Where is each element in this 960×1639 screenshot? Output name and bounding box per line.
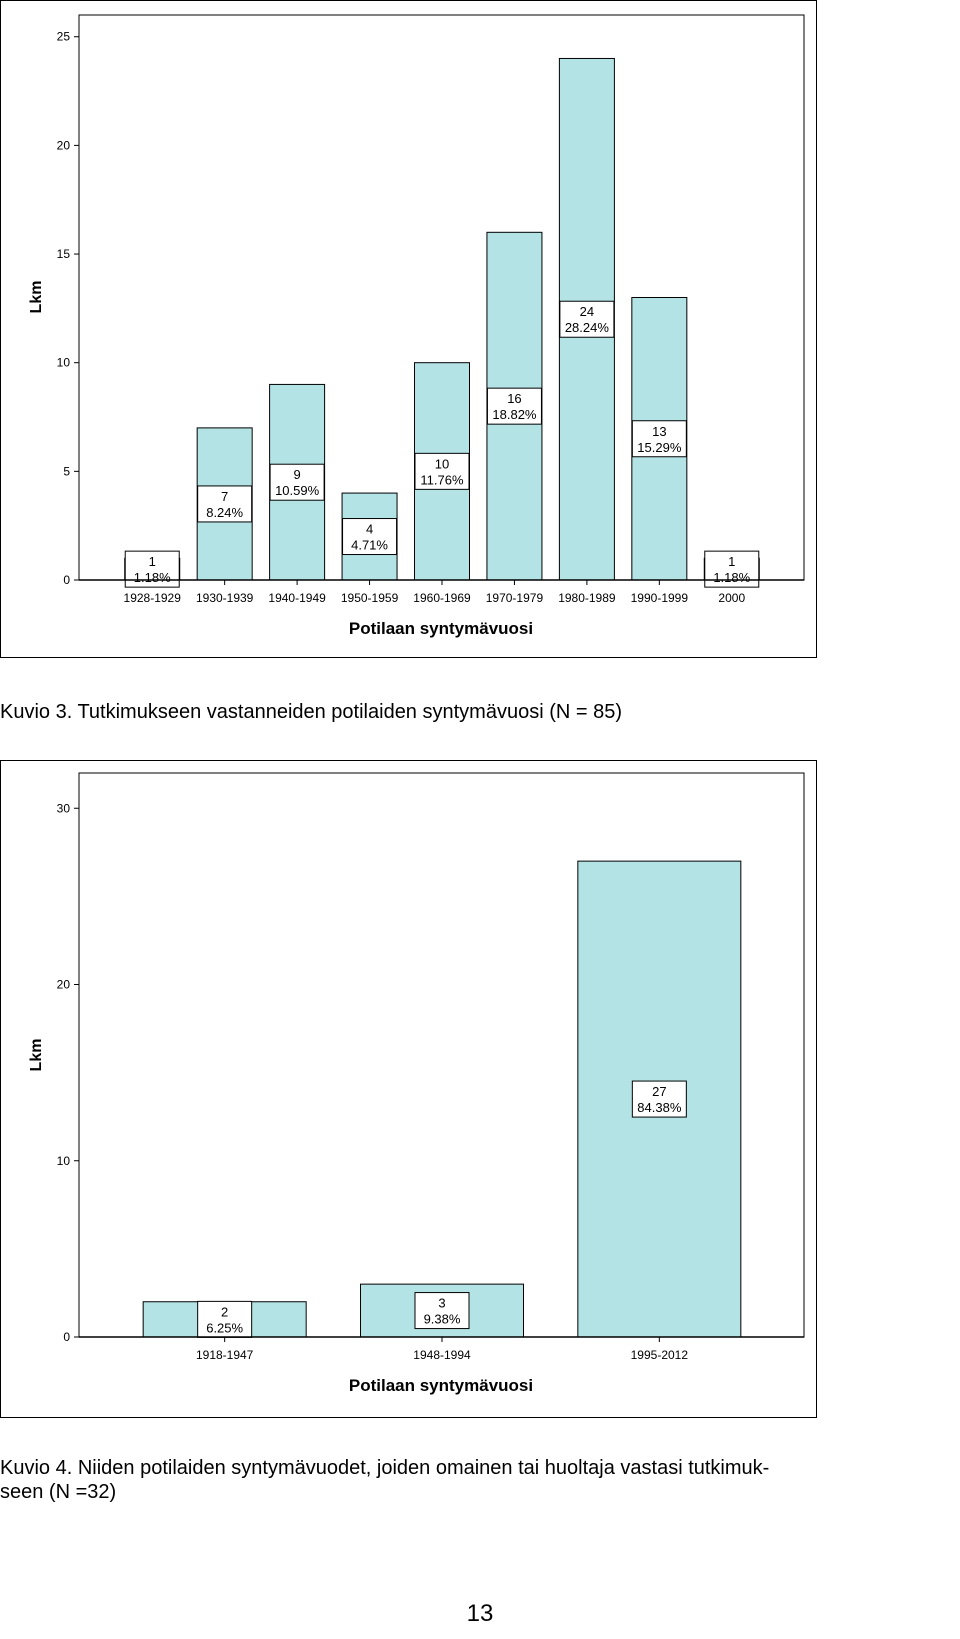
y-tick-label: 0	[63, 573, 70, 587]
data-label-percent: 18.82%	[492, 407, 537, 422]
data-label-box	[197, 485, 253, 523]
x-tick-label: 2000	[718, 591, 745, 605]
y-tick-label: 0	[63, 1330, 70, 1344]
figure-4-caption-line-1: Kuvio 4. Niiden potilaiden syntymävuodet…	[0, 1457, 770, 1479]
data-label-percent: 11.76%	[420, 472, 464, 487]
data-label-count: 4	[366, 522, 373, 537]
y-axis-label: Lkm	[28, 1039, 45, 1072]
data-label-percent: 28.24%	[565, 320, 610, 335]
data-label-percent: 4.71%	[351, 538, 388, 553]
data-label-count: 27	[652, 1084, 666, 1099]
data-label-percent: 1.18%	[713, 570, 750, 585]
y-tick-label: 20	[57, 978, 71, 992]
data-label-count: 10	[435, 456, 449, 471]
data-label-box	[414, 452, 470, 490]
x-tick-label: 1970-1979	[486, 591, 544, 605]
y-tick-label: 5	[63, 464, 70, 478]
x-tick-label: 1928-1929	[124, 591, 182, 605]
data-label-box	[414, 1292, 470, 1330]
x-tick-label: 1950-1959	[341, 591, 399, 605]
data-label-box	[197, 1300, 253, 1338]
data-label-percent: 1.18%	[134, 570, 171, 585]
chart-frame-figure-3: Lkm Potilaan syntymävuosi 0 5 10 15 20 25 1928…	[0, 0, 817, 658]
data-label-percent: 8.24%	[206, 505, 243, 520]
data-label-box	[631, 420, 687, 458]
data-label-box	[631, 1080, 687, 1118]
data-label-count: 1	[149, 554, 156, 569]
data-label-box	[486, 387, 542, 425]
data-label-count: 16	[507, 391, 521, 406]
page-number: 13	[466, 1600, 494, 1627]
data-label-count: 1	[728, 554, 735, 569]
x-tick-label: 1930-1939	[196, 591, 254, 605]
chart-frame-figure-4: Lkm Potilaan syntymävuosi 0 10 20 30 1918-19…	[0, 760, 817, 1418]
x-axis-label: Potilaan syntymävuosi	[349, 619, 533, 638]
data-label-percent: 6.25%	[206, 1320, 243, 1335]
y-tick-label: 10	[57, 1154, 71, 1168]
x-tick-label: 1948-1994	[413, 1348, 471, 1362]
x-tick-label: 1918-1947	[196, 1348, 254, 1362]
data-label-count: 7	[221, 489, 228, 504]
data-label-count: 13	[652, 424, 666, 439]
data-label-count: 9	[293, 467, 300, 482]
y-tick-label: 30	[57, 801, 71, 815]
figure-4-caption: Kuvio 4. Niiden potilaiden syntymävuodet…	[0, 1456, 769, 1504]
x-tick-label: 1980-1989	[558, 591, 616, 605]
data-label-percent: 15.29%	[637, 440, 682, 455]
y-tick-label: 20	[57, 138, 71, 152]
y-tick-label: 25	[57, 30, 71, 44]
figure-3-caption: Kuvio 3. Tutkimukseen vastanneiden potil…	[0, 701, 623, 723]
data-label-box	[269, 463, 325, 501]
y-tick-label: 15	[57, 247, 71, 261]
bar-chart-figure-3: Lkm Potilaan syntymävuosi 05101520251928…	[28, 14, 805, 638]
data-label-percent: 84.38%	[637, 1100, 682, 1115]
data-label-percent: 10.59%	[275, 483, 320, 498]
data-label-box	[124, 550, 180, 588]
data-label-count: 24	[580, 304, 594, 319]
x-tick-label: 1960-1969	[413, 591, 471, 605]
data-label-count: 3	[438, 1296, 445, 1311]
bar-chart-figure-4: Lkm Potilaan syntymävuosi 0 10 20 30 1918-19…	[28, 772, 805, 1395]
data-label-box	[704, 550, 760, 588]
figure-4-caption-line-2: seen (N =32)	[0, 1481, 117, 1503]
y-tick-label: 10	[57, 356, 71, 370]
x-axis-label: Potilaan syntymävuosi	[349, 1376, 533, 1395]
x-tick-label: 1995-2012	[631, 1348, 689, 1362]
data-label-percent: 9.38%	[424, 1312, 461, 1327]
data-label-box	[559, 300, 615, 338]
data-label-count: 2	[221, 1304, 228, 1319]
y-axis-label: Lkm	[28, 281, 45, 314]
data-label-box	[342, 518, 398, 556]
x-tick-label: 1990-1999	[631, 591, 689, 605]
x-tick-label: 1940-1949	[268, 591, 326, 605]
